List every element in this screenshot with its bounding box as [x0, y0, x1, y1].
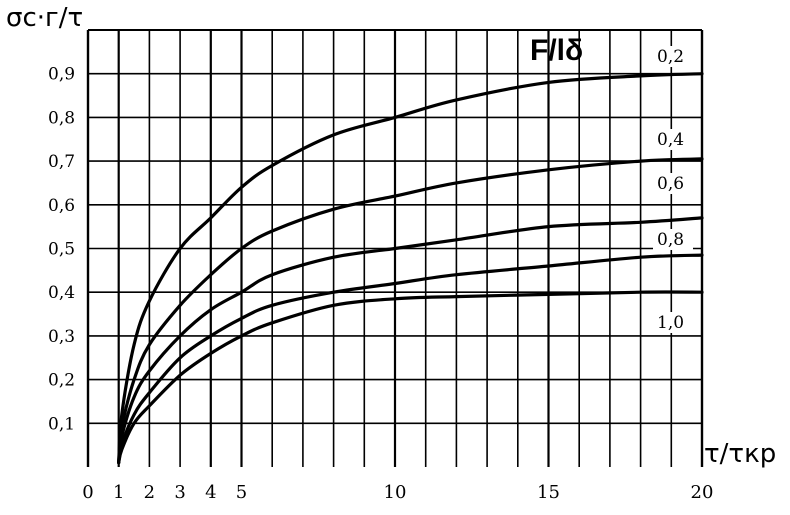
series-label-bg — [653, 46, 693, 67]
y-tick-label: 0,4 — [48, 283, 75, 303]
x-tick-label: 15 — [537, 482, 560, 503]
series-labels: 0,2 0,4 0,6 0,8 1,0 — [653, 46, 693, 333]
series-label: 0,6 — [657, 174, 684, 194]
series-label: 0,4 — [657, 130, 684, 150]
x-tick-labels: 0 1 2 3 4 5 10 15 20 — [82, 482, 713, 503]
y-tick-label: 0,3 — [48, 327, 75, 347]
series-line — [117, 290, 704, 465]
y-axis-label: σс·г/τ — [6, 3, 83, 33]
series-line — [117, 72, 704, 465]
y-tick-label: 0,9 — [48, 65, 75, 85]
series-label-bg — [653, 129, 693, 150]
x-axis-label: τ/τкр — [704, 439, 776, 469]
series-label: 0,8 — [657, 230, 684, 250]
series-line — [117, 157, 704, 465]
plot-frame — [86, 29, 704, 467]
x-tick-label: 20 — [691, 482, 714, 503]
x-tick-label: 5 — [236, 482, 247, 503]
series-line — [117, 216, 704, 465]
series-label: 0,2 — [657, 47, 684, 67]
legend-title: F/lδ — [530, 34, 583, 67]
x-tick-label: 2 — [144, 482, 155, 503]
x-tick-label: 1 — [113, 482, 124, 503]
x-tick-label: 0 — [82, 482, 93, 503]
x-tick-label: 4 — [205, 482, 216, 503]
x-tick-label: 3 — [174, 482, 185, 503]
x-tick-label: 10 — [384, 482, 407, 503]
y-tick-label: 0,6 — [48, 196, 75, 216]
series-label: 1,0 — [657, 313, 684, 333]
y-tick-label: 0,2 — [48, 371, 75, 391]
series-label-bg — [653, 229, 693, 250]
series-line — [117, 253, 704, 465]
y-tick-labels: 0,1 0,2 0,3 0,4 0,5 0,6 0,7 0,8 0,9 — [48, 65, 75, 435]
series-group — [117, 72, 704, 465]
series-label-bg — [653, 312, 693, 333]
series-label-bg — [653, 173, 693, 194]
y-tick-label: 0,1 — [48, 414, 75, 434]
y-tick-label: 0,5 — [48, 240, 75, 260]
y-tick-label: 0,8 — [48, 108, 75, 128]
y-tick-label: 0,7 — [48, 152, 75, 172]
